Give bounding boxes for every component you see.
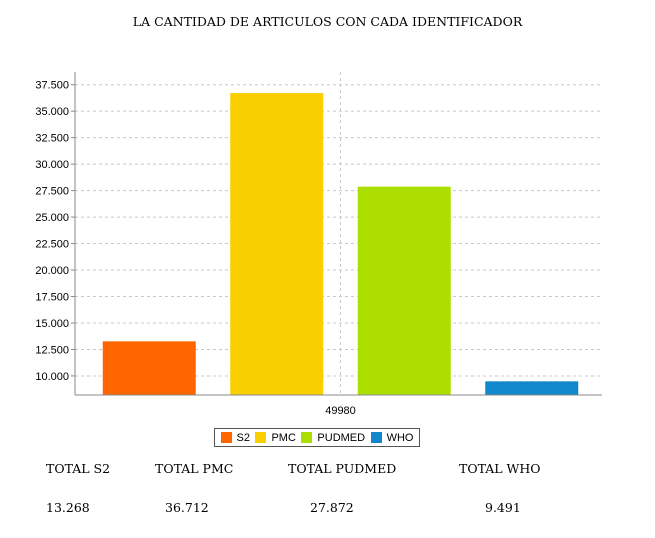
y-tick-label: 25.000 [35,212,69,224]
total-label-s2: TOTAL S2 [46,461,111,476]
bar-layer [102,93,579,395]
grid-layer [75,72,602,395]
y-tick-label: 10.000 [35,371,69,383]
y-tick-label: 20.000 [35,265,69,277]
total-label-who: TOTAL WHO [459,461,541,476]
y-tick-label: 22.500 [35,239,69,251]
legend-item-pmc: PMC [255,431,296,444]
legend-item-pudmed: PUDMED [301,432,365,444]
legend-swatch-s2 [220,432,232,443]
bar-pmc [230,93,324,395]
chart-legend: S2 PMC PUDMED WHO [214,428,420,447]
y-tick-label: 35.000 [35,106,69,118]
y-tick-label: 12.500 [35,344,69,356]
y-tick-label: 17.500 [35,292,69,304]
bar-pudmed [357,186,451,395]
legend-item-who: WHO [370,431,414,444]
legend-swatch-pudmed [301,432,313,443]
bar-chart: 10.000 12.500 15.000 17.500 20.000 22.500 25.0… [35,72,602,417]
legend-swatch-who [370,432,382,443]
total-label-pmc: TOTAL PMC [155,461,234,476]
total-value-pmc: 36.712 [165,500,209,515]
total-value-s2: 13.268 [46,500,90,515]
y-tick-label: 32.500 [35,133,69,145]
bar-who [485,381,579,395]
legend-label-pudmed: PUDMED [317,431,366,444]
y-tick-label: 27.500 [35,186,69,198]
axis-layer: 10.000 12.500 15.000 17.500 20.000 22.500 25.0… [35,72,602,417]
legend-label-who: WHO [386,431,414,444]
legend-swatch-pmc [255,432,267,443]
total-value-who: 9.491 [485,500,521,515]
total-label-pudmed: TOTAL PUDMED [288,461,397,476]
legend-label-pmc: PMC [271,431,296,444]
legend-item-s2: S2 [220,431,250,444]
x-tick-label: 49980 [325,405,356,417]
y-tick-label: 15.000 [35,318,69,330]
chart-title: LA CANTIDAD DE ARTICULOS CON CADA IDENTI… [132,14,523,29]
y-tick-label: 37.500 [35,80,69,92]
bar-s2 [102,341,196,395]
legend-label-s2: S2 [236,431,250,444]
y-tick-label: 30.000 [35,159,69,171]
total-value-pudmed: 27.872 [310,500,354,515]
